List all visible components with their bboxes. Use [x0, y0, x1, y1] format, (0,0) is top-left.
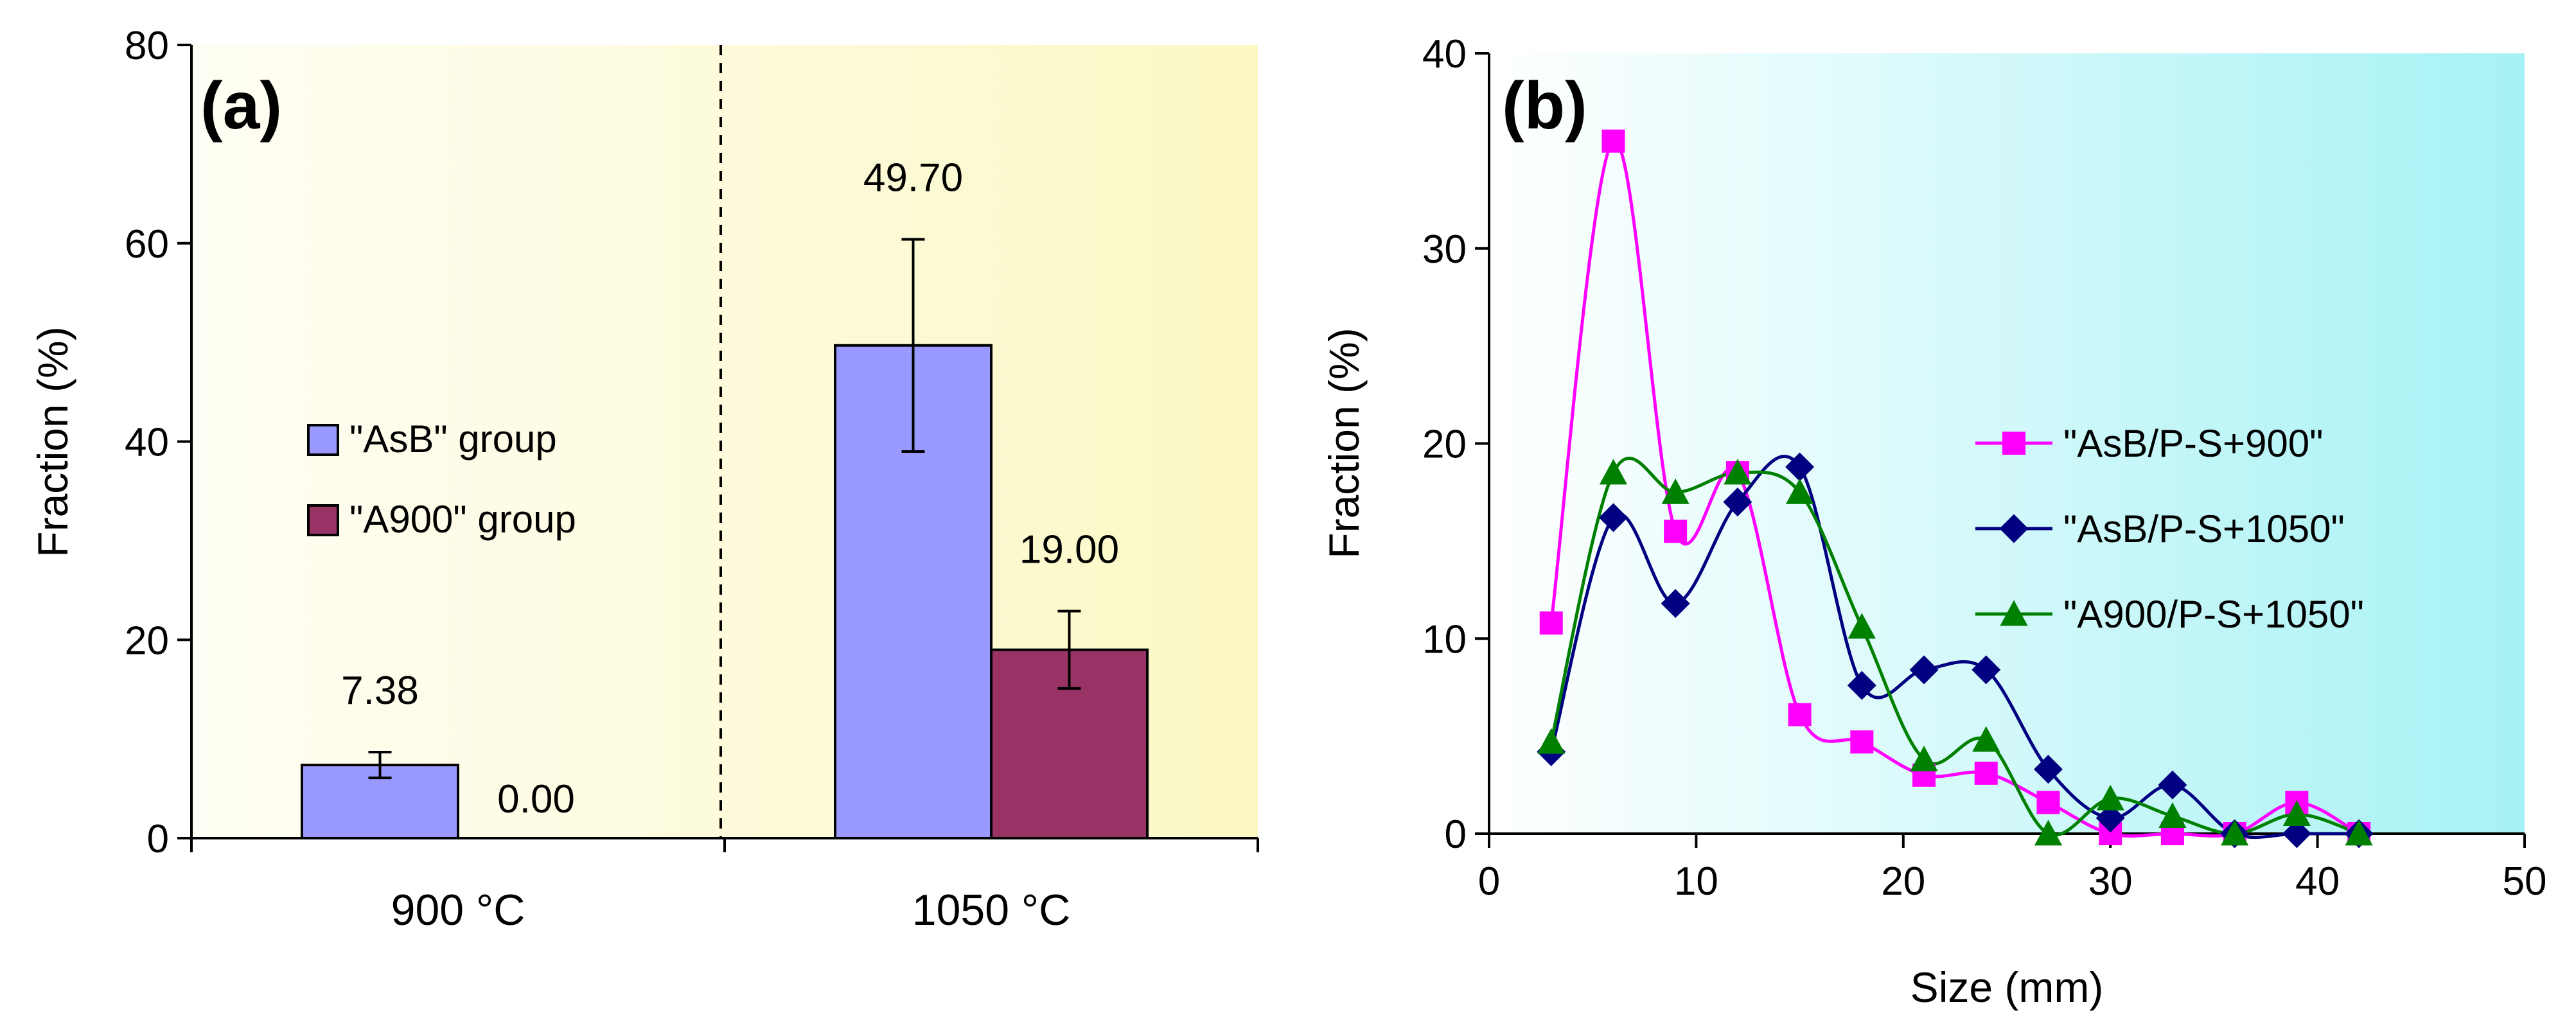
data-point: [2036, 791, 2060, 814]
data-point: [2345, 820, 2373, 846]
legend-label: "A900/P-S+1050": [2063, 593, 2364, 636]
data-point: [1723, 487, 1752, 517]
legend-label: "A900" group: [349, 498, 576, 541]
y-tick-label: 40: [1422, 32, 1467, 76]
legend-swatch: [307, 504, 339, 536]
legend-swatch: [307, 424, 339, 456]
y-tick-label: 40: [125, 421, 169, 465]
data-point: [1974, 761, 1998, 785]
x-tick-label: 30: [2088, 859, 2133, 904]
data-point: [1999, 514, 2029, 543]
x-tick-label: 0: [1478, 859, 1500, 904]
data-point: [1724, 459, 1752, 485]
x-tick-label: 40: [2295, 859, 2340, 904]
x-tick-label: 20: [1881, 859, 1925, 904]
data-label: 49.70: [863, 156, 963, 200]
data-point: [2158, 802, 2187, 829]
data-point: [1850, 730, 1874, 754]
legend-label: "AsB/P-S+900": [2063, 422, 2323, 465]
data-point: [1599, 459, 1628, 485]
data-point: [2282, 819, 2311, 848]
y-axis-title-b: Fraction (%): [1320, 328, 1368, 558]
data-point: [1972, 655, 2001, 685]
x-tick-label: 10: [1674, 859, 1718, 904]
data-point: [1909, 655, 1939, 685]
data-point: [1537, 728, 1566, 754]
chart-b: 0 10 20 30 40 0 10 20 30 40 50 (b) Fraction (%) S…: [1320, 32, 2546, 1011]
y-tick-label: 0: [1445, 812, 1467, 857]
data-point: [2000, 600, 2028, 626]
y-tick-label: 10: [1422, 617, 1467, 662]
legend-b: "AsB/P-S+900" "AsB/P-S+1050" "A900/P-S+105…: [1975, 422, 2364, 636]
data-point: [1664, 520, 1688, 543]
data-point: [1786, 478, 1814, 504]
category-label: 1050 °C: [912, 886, 1070, 935]
series-line: [1549, 455, 2360, 839]
data-point: [1848, 613, 1876, 639]
data-point: [1661, 589, 1690, 619]
data-point: [1847, 671, 1876, 700]
x-axis-title-b: Size (mm): [1910, 963, 2104, 1011]
data-point: [1785, 452, 1815, 482]
legend-label: "AsB/P-S+1050": [2063, 507, 2345, 550]
data-label: 0.00: [497, 777, 575, 821]
data-point: [1539, 611, 1563, 635]
data-point: [2158, 770, 2187, 800]
data-point: [2221, 820, 2249, 846]
data-point: [2096, 784, 2124, 811]
y-tick-label: 0: [147, 817, 169, 861]
y-tick-label: 80: [125, 24, 169, 68]
y-tick-label: 60: [125, 222, 169, 267]
data-point: [2282, 800, 2311, 826]
data-point: [1601, 129, 1625, 153]
panel-label-b: (b): [1502, 69, 1587, 143]
data-point: [1788, 703, 1812, 726]
y-tick-label: 20: [125, 619, 169, 663]
data-label: 7.38: [341, 669, 419, 713]
data-point: [1661, 478, 1689, 504]
data-point: [1972, 726, 2000, 752]
chart-a: 0 20 40 60 80 900 °C 1050 °C 7.38 49.70 0.00 19.…: [29, 24, 1259, 935]
y-axis-title-a: Fraction (%): [29, 326, 76, 557]
panel-label-a: (a): [200, 69, 282, 143]
data-point: [2033, 755, 2063, 784]
data-label: 19.00: [1019, 527, 1119, 572]
data-point: [1598, 503, 1628, 532]
y-tick-label: 20: [1422, 423, 1467, 467]
data-point: [2002, 432, 2025, 455]
legend-label: "AsB" group: [349, 417, 557, 461]
y-tick-label: 30: [1422, 227, 1467, 272]
data-point: [2095, 803, 2125, 833]
series-line: [1549, 457, 2360, 837]
legend-a: "AsB" group "A900" group: [307, 417, 576, 541]
category-label: 900 °C: [391, 886, 525, 935]
x-tick-label: 50: [2503, 859, 2547, 904]
data-point: [2034, 820, 2063, 846]
data-point: [1910, 745, 1938, 771]
